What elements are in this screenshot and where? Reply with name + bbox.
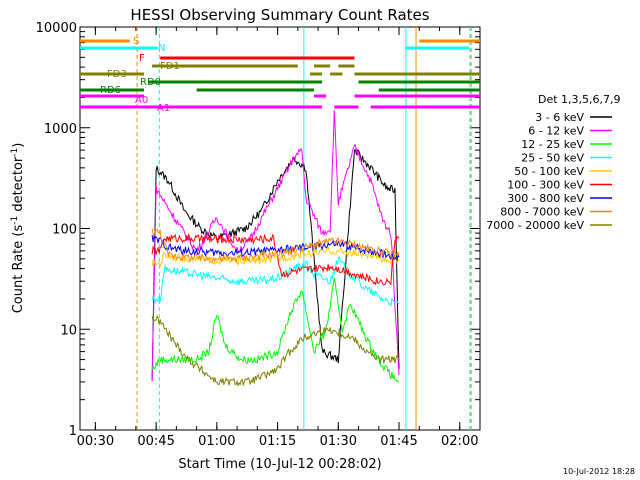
x-axis-label: Start Time (10-Jul-12 00:28:02): [178, 457, 381, 472]
flag-bar-label: F: [139, 53, 145, 64]
chart-title: HESSI Observing Summary Count Rates: [130, 6, 429, 24]
flag-bar-label: A0: [135, 95, 148, 106]
footer-timestamp: 10-Jul-2012 18:28: [563, 467, 635, 476]
legend-entry-label: 300 - 800 keV: [507, 192, 584, 205]
x-tick-label: 01:30: [320, 434, 357, 449]
y-tick-label: 10: [60, 323, 77, 338]
y-axis-ticks: 1 10 100 1000 10000: [36, 21, 480, 439]
legend-entry-label: 7000 - 20000 keV: [486, 219, 584, 232]
legend-header: Det 1,3,5,6,7,9: [538, 93, 621, 106]
flag-bar-label: S: [133, 36, 139, 47]
x-tick-label: 02:00: [441, 434, 478, 449]
y-axis-label: Count Rate (s-1 detector-1): [10, 143, 26, 314]
x-tick-label: 01:00: [198, 434, 235, 449]
y-tick-label: 1: [69, 424, 77, 439]
x-tick-label: 01:45: [380, 434, 417, 449]
x-tick-label: 00:45: [137, 434, 174, 449]
flag-bar-label: FD3: [107, 69, 127, 80]
flag-bar-label: RD6: [100, 85, 121, 96]
legend-entry-label: 25 - 50 keV: [521, 152, 584, 165]
legend-entry-label: 50 - 100 keV: [514, 165, 584, 178]
series-line: [151, 246, 400, 268]
x-tick-label: 01:15: [259, 434, 296, 449]
x-tick-label: 00:30: [77, 434, 114, 449]
y-tick-label: 10000: [36, 21, 77, 36]
legend-entry-label: 100 - 300 keV: [507, 179, 584, 192]
data-series: [151, 110, 400, 388]
x-axis-ticks: 00:30 00:45 01:00 01:15 01:30 01:45 02:00: [77, 27, 478, 449]
series-line: [151, 277, 400, 383]
y-tick-label: 1000: [44, 122, 77, 137]
series-line: [151, 228, 400, 264]
series-line: [151, 110, 400, 382]
flag-bar-label: RD0: [140, 77, 161, 88]
legend-entry-label: 12 - 25 keV: [521, 138, 584, 151]
flag-bar-label: FD1: [160, 61, 180, 72]
vertical-markers: [136, 27, 472, 430]
series-line: [151, 254, 400, 308]
flag-bar-label: N: [158, 43, 165, 54]
series-line: [151, 314, 400, 388]
legend-entry-label: 800 - 7000 keV: [500, 206, 584, 219]
flag-bars: S N F FD1 FD3 RD0 RD6 A0 A1: [80, 36, 480, 114]
series-line: [151, 149, 400, 381]
flag-bar-label: A1: [157, 103, 170, 114]
y-tick-label: 100: [52, 223, 77, 238]
legend-entry-label: 3 - 6 keV: [535, 111, 584, 124]
legend-entry-label: 6 - 12 keV: [528, 125, 584, 138]
